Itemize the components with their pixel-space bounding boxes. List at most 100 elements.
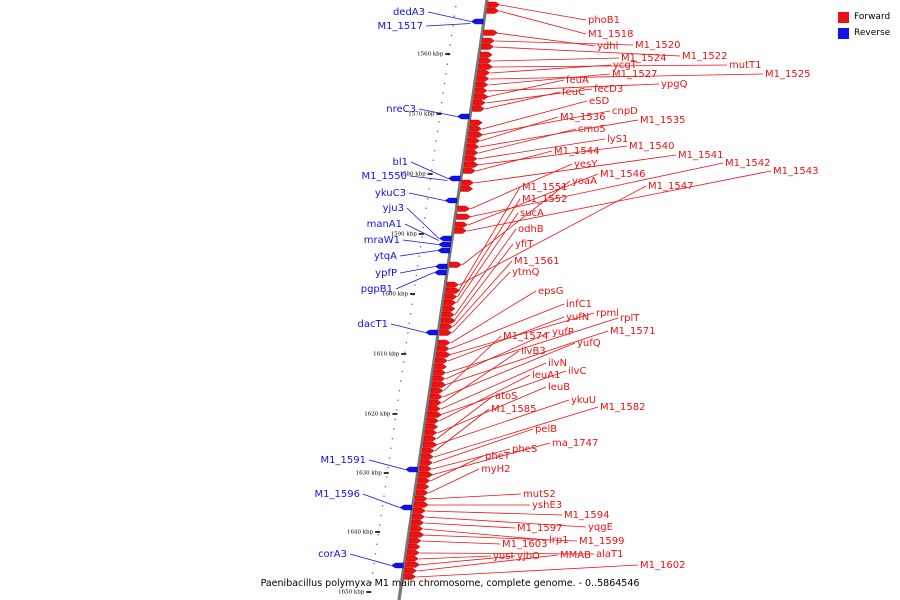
forward-gene-label: M1_1547 bbox=[648, 181, 693, 192]
forward-leader-line bbox=[435, 399, 570, 446]
legend-swatch-forward bbox=[838, 11, 849, 23]
forward-gene-label: pheT bbox=[485, 451, 511, 462]
forward-leader-line bbox=[447, 316, 565, 362]
forward-gene-label: leuB bbox=[548, 382, 570, 393]
tick-label: 1580 kbp bbox=[399, 172, 426, 178]
minor-tick-dot bbox=[415, 274, 417, 277]
minor-tick-dot bbox=[445, 73, 447, 75]
minor-tick-dot bbox=[419, 246, 422, 248]
forward-leader-line bbox=[433, 406, 599, 458]
minor-tick-dot bbox=[400, 380, 402, 382]
forward-leader-line bbox=[424, 522, 516, 529]
minor-tick-dot bbox=[452, 25, 454, 27]
minor-tick-dot bbox=[383, 495, 385, 497]
forward-gene-label: yjbO bbox=[517, 551, 540, 562]
coordinate-ticks: 1560 kbp 1570 kbp 1580 kbp 1590 kbp 1600 kbp… bbox=[338, 52, 451, 596]
forward-gene-label: M1_1546 bbox=[600, 169, 645, 180]
forward-gene-arrow bbox=[432, 375, 446, 382]
forward-gene-arrow bbox=[424, 429, 438, 436]
forward-gene-arrow bbox=[469, 125, 482, 132]
reverse-gene-label: pgpB1 bbox=[361, 284, 393, 295]
forward-gene-label: yoaA bbox=[572, 176, 597, 187]
reverse-gene-label: M1_1591 bbox=[321, 455, 366, 466]
forward-gene-label: leuA1 bbox=[532, 370, 560, 381]
forward-gene-arrow bbox=[473, 99, 486, 106]
forward-gene-label: M1_1520 bbox=[635, 40, 680, 51]
forward-gene-label: infC1 bbox=[566, 299, 592, 310]
forward-gene-label: phoB1 bbox=[588, 15, 620, 26]
legend-swatch-reverse bbox=[838, 27, 849, 39]
forward-gene-arrow bbox=[468, 131, 483, 138]
forward-leader-line bbox=[485, 88, 593, 104]
forward-gene-arrow bbox=[409, 531, 425, 538]
reverse-leader-line bbox=[399, 250, 438, 257]
forward-gene-arrow bbox=[449, 261, 462, 268]
forward-gene-arrow bbox=[406, 555, 419, 562]
forward-gene-arrow bbox=[413, 507, 426, 514]
reverse-gene-label: corA3 bbox=[318, 549, 347, 560]
forward-gene-arrow bbox=[418, 471, 434, 478]
forward-gene-label: M1_1544 bbox=[554, 146, 599, 157]
reverse-leader-line bbox=[390, 323, 426, 333]
minor-tick-dot bbox=[407, 332, 409, 334]
forward-gene-arrow bbox=[411, 519, 425, 526]
forward-leader-line bbox=[432, 428, 534, 464]
forward-gene-label: pheS bbox=[512, 444, 537, 455]
forward-gene-arrow bbox=[455, 221, 468, 228]
reverse-leader-line bbox=[349, 553, 392, 566]
forward-gene-label: M1_1585 bbox=[491, 404, 536, 415]
forward-leader-line bbox=[448, 312, 595, 356]
forward-leader-line bbox=[426, 510, 563, 516]
reverse-gene-label: ykuC3 bbox=[375, 188, 406, 199]
minor-tick-dot bbox=[432, 159, 434, 161]
forward-leader-line bbox=[467, 170, 772, 232]
forward-gene-label: M1_1551 bbox=[522, 182, 567, 193]
forward-gene-arrow bbox=[437, 345, 450, 352]
forward-leader-line bbox=[492, 57, 620, 62]
forward-gene-arrow bbox=[482, 37, 495, 44]
minor-tick-dot bbox=[425, 207, 427, 209]
tick-label: 1560 kbp bbox=[417, 52, 444, 58]
forward-leader-line bbox=[421, 540, 501, 545]
minor-tick-dot bbox=[394, 418, 396, 421]
minor-tick-dot bbox=[421, 236, 423, 238]
forward-gene-arrow bbox=[486, 7, 500, 14]
forward-gene-label: atoS bbox=[495, 391, 518, 402]
forward-gene-arrow bbox=[467, 137, 481, 144]
forward-gene-arrow bbox=[412, 513, 425, 520]
minor-tick-dot bbox=[422, 226, 425, 229]
forward-gene-label: M1_1540 bbox=[629, 141, 674, 152]
minor-tick-dot bbox=[386, 476, 388, 478]
strand-legend: Forward Reverse bbox=[838, 9, 890, 41]
forward-leader-line bbox=[457, 198, 521, 298]
forward-gene-label: M1_1541 bbox=[678, 150, 723, 161]
forward-gene-arrow bbox=[456, 213, 471, 220]
forward-gene-label: cnpD bbox=[612, 106, 638, 117]
forward-gene-label: M1_1603 bbox=[502, 539, 547, 550]
reverse-gene-arrow bbox=[437, 247, 450, 254]
minor-tick-dot bbox=[431, 169, 433, 171]
forward-leader-line bbox=[439, 370, 567, 416]
forward-gene-arrow bbox=[470, 119, 483, 126]
forward-leader-line bbox=[478, 128, 577, 154]
gene-features bbox=[391, 1, 501, 580]
forward-gene-label: yufP bbox=[552, 327, 574, 338]
forward-leader-line bbox=[494, 40, 634, 46]
forward-leader-line bbox=[494, 46, 681, 57]
forward-leader-line bbox=[417, 554, 559, 572]
forward-gene-label: M1_1525 bbox=[765, 69, 810, 80]
minor-tick-dot bbox=[442, 92, 444, 94]
forward-gene-label: fecD3 bbox=[594, 84, 623, 95]
forward-leader-line bbox=[440, 362, 547, 410]
forward-gene-arrow bbox=[428, 405, 441, 412]
forward-gene-arrow bbox=[444, 293, 458, 300]
reverse-gene-arrow bbox=[391, 562, 404, 569]
minor-tick-dot bbox=[374, 553, 377, 555]
forward-gene-label: ma_1747 bbox=[552, 438, 598, 449]
forward-leader-line bbox=[490, 64, 612, 74]
forward-leader-line bbox=[430, 455, 484, 482]
forward-gene-arrow bbox=[476, 75, 490, 82]
reverse-gene-label: mraW1 bbox=[364, 235, 400, 246]
forward-leader-line bbox=[461, 180, 571, 266]
forward-leader-line bbox=[486, 79, 565, 98]
